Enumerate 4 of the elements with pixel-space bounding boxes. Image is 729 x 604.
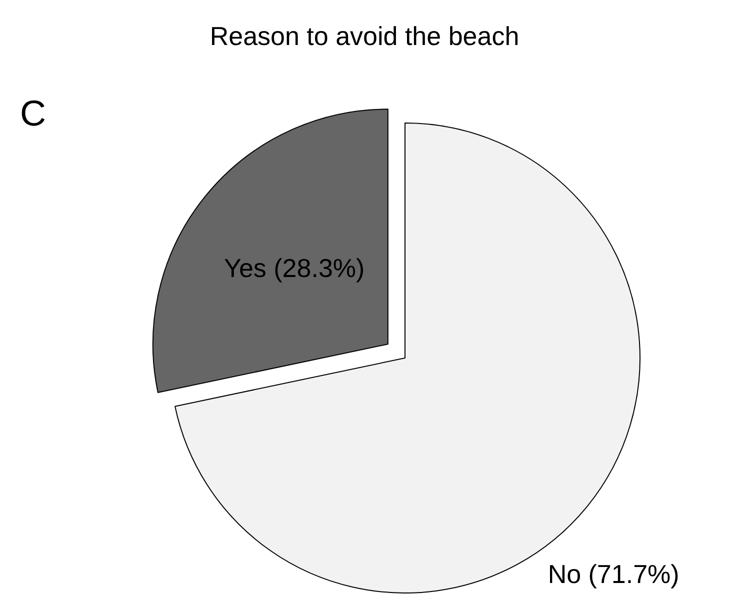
chart-title: Reason to avoid the beach [210,21,520,51]
text: C [20,92,46,134]
slice-label: No (71.7%) [548,558,680,589]
slice-label: Yes (28.3%) [224,253,365,284]
